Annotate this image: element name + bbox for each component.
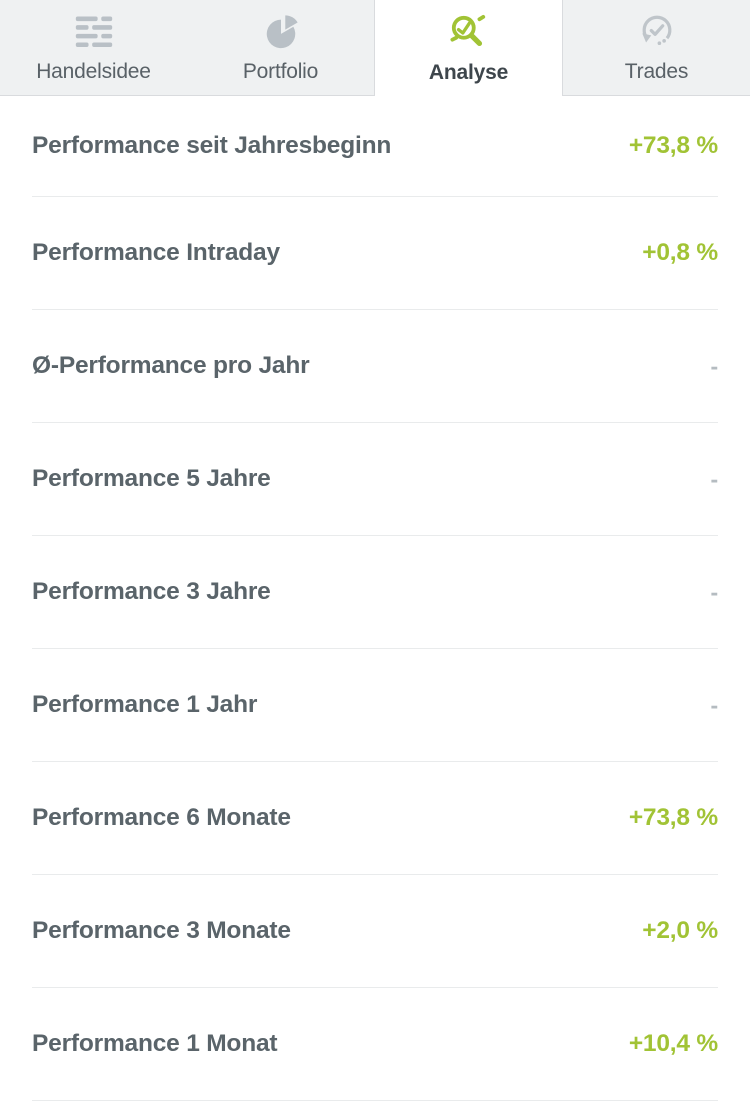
trades-history-icon xyxy=(636,13,678,51)
tab-portfolio[interactable]: Portfolio xyxy=(187,0,374,96)
tab-handelsidee[interactable]: Handelsidee xyxy=(0,0,187,96)
perf-row: Performance 5 Jahre - xyxy=(0,423,750,535)
perf-row-label: Ø-Performance pro Jahr xyxy=(32,352,310,379)
row-divider xyxy=(32,535,718,536)
row-divider xyxy=(32,648,718,649)
perf-row: Performance 6 Monate +73,8 % xyxy=(0,762,750,874)
perf-row: Ø-Performance pro Jahr - xyxy=(0,310,750,422)
perf-row: Performance 1 Jahr - xyxy=(0,649,750,761)
perf-row-value: - xyxy=(710,691,719,718)
perf-row-value: +73,8 % xyxy=(628,132,718,159)
perf-row-value: - xyxy=(710,578,719,605)
row-divider xyxy=(32,761,718,762)
perf-row: Performance seit Jahresbeginn +73,8 % xyxy=(0,96,750,196)
perf-row: Performance 3 Jahre - xyxy=(0,536,750,648)
tab-label-portfolio: Portfolio xyxy=(242,60,319,83)
perf-row-value: +73,8 % xyxy=(628,804,718,831)
row-divider xyxy=(32,1100,718,1101)
row-divider xyxy=(32,874,718,875)
tab-label-analyse: Analyse xyxy=(428,60,509,84)
perf-row-value: - xyxy=(710,465,719,492)
perf-row-label: Performance 6 Monate xyxy=(32,804,291,831)
perf-row-label: Performance 1 Monat xyxy=(32,1030,278,1057)
tab-label-handelsidee: Handelsidee xyxy=(36,60,151,83)
perf-row-value: +0,8 % xyxy=(642,239,718,266)
top-tab-bar: Handelsidee Portfolio Analyse xyxy=(0,0,750,96)
perf-row-label: Performance 1 Jahr xyxy=(32,691,258,718)
row-divider xyxy=(32,987,718,988)
perf-row-label: Performance 3 Jahre xyxy=(32,578,271,605)
row-divider xyxy=(32,422,718,423)
tab-trades[interactable]: Trades xyxy=(563,0,750,96)
tab-analyse[interactable]: Analyse xyxy=(374,0,563,96)
trade-idea-lines-icon xyxy=(73,13,115,51)
analysis-magnifier-icon xyxy=(448,14,490,52)
row-divider xyxy=(32,309,718,310)
perf-row: Performance Intraday +0,8 % xyxy=(0,197,750,309)
perf-row-value: +2,0 % xyxy=(642,917,718,944)
perf-row-value: - xyxy=(710,352,719,379)
perf-row-label: Performance 3 Monate xyxy=(32,917,291,944)
portfolio-pie-icon xyxy=(260,13,302,51)
perf-row-value: +10,4 % xyxy=(628,1030,718,1057)
perf-row-label: Performance Intraday xyxy=(32,239,280,266)
perf-row: Performance 1 Monat +10,4 % xyxy=(0,988,750,1100)
perf-row-label: Performance 5 Jahre xyxy=(32,465,271,492)
performance-list: Performance seit Jahresbeginn +73,8 % Pe… xyxy=(0,96,750,1101)
perf-row: Performance 3 Monate +2,0 % xyxy=(0,875,750,987)
perf-row-label: Performance seit Jahresbeginn xyxy=(32,132,392,159)
row-divider xyxy=(32,196,718,197)
tab-label-trades: Trades xyxy=(624,60,689,83)
